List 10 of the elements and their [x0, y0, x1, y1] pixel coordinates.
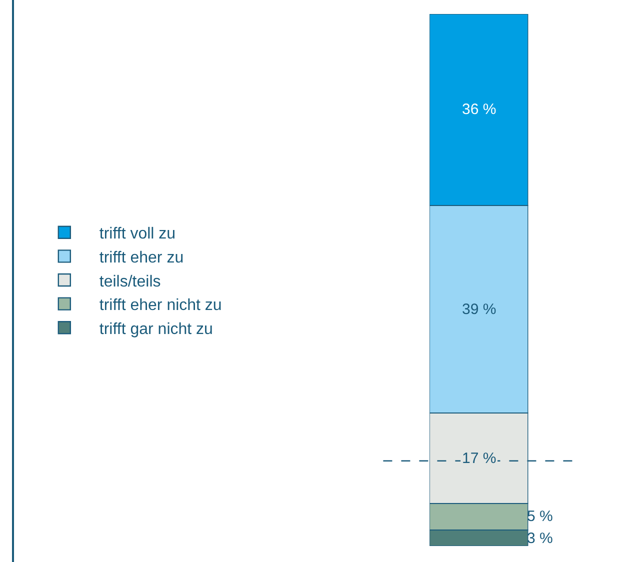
legend-label: teils/teils — [99, 273, 161, 290]
legend-label: trifft eher nicht zu — [99, 297, 222, 314]
data-label: 5 % — [527, 508, 553, 525]
legend-label: trifft gar nicht zu — [99, 320, 213, 338]
data-label: 3 % — [527, 530, 553, 547]
legend-label: trifft voll zu — [99, 226, 176, 243]
data-label: 36 % — [462, 101, 496, 118]
data-label: 17 % — [462, 450, 496, 467]
legend-label: trifft eher zu — [99, 249, 184, 266]
data-label: 39 % — [462, 301, 496, 318]
